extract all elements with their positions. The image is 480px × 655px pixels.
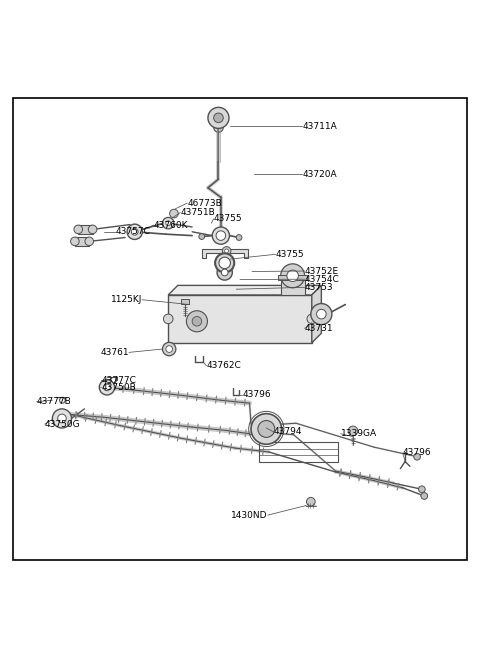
Circle shape [214,113,223,122]
Text: 43750G: 43750G [45,420,80,428]
Text: 43711A: 43711A [302,122,337,131]
Bar [214,118,223,126]
Circle shape [162,343,176,356]
Polygon shape [168,286,322,295]
Text: 43757C: 43757C [116,227,150,236]
Circle shape [52,409,72,428]
Text: 1125KJ: 1125KJ [110,295,142,304]
Polygon shape [168,295,312,343]
Bar [259,442,338,462]
Bar [75,237,89,246]
Text: 43762C: 43762C [206,362,241,370]
Circle shape [311,303,332,325]
Circle shape [88,225,97,234]
Bar [281,276,305,295]
Circle shape [307,314,317,324]
Text: 1339GA: 1339GA [340,429,377,438]
Text: 43752E: 43752E [305,267,339,276]
Circle shape [216,231,226,240]
Circle shape [166,346,172,352]
Bar [180,299,189,304]
Text: 43796: 43796 [242,390,271,399]
Circle shape [317,309,326,319]
Text: 43753: 43753 [305,283,333,291]
Circle shape [163,314,173,324]
Text: 43760K: 43760K [154,221,188,229]
Polygon shape [312,286,322,343]
Circle shape [281,264,305,288]
Text: 43731: 43731 [305,324,333,333]
Bar [278,275,307,280]
Circle shape [99,380,115,395]
Circle shape [251,414,282,444]
Circle shape [414,453,420,460]
Circle shape [169,210,178,218]
Polygon shape [202,250,248,258]
Circle shape [71,237,79,246]
Circle shape [199,234,204,240]
Circle shape [258,421,275,438]
Circle shape [215,253,234,272]
Circle shape [212,227,229,244]
Circle shape [221,269,228,276]
Circle shape [85,237,94,246]
Circle shape [222,247,231,255]
Text: 43796: 43796 [403,449,432,457]
Circle shape [162,217,174,229]
Text: 43720A: 43720A [302,170,337,179]
Text: 46773B: 46773B [187,198,222,208]
Circle shape [217,265,232,280]
Text: 43751B: 43751B [180,208,215,217]
Text: 1430ND: 1430ND [231,511,268,519]
Circle shape [208,107,229,128]
Text: 43794: 43794 [274,427,302,436]
Circle shape [214,122,223,132]
Circle shape [100,381,114,394]
Text: 43755: 43755 [276,250,304,259]
Circle shape [287,270,299,282]
Text: 43750B: 43750B [101,383,136,392]
Circle shape [58,414,66,422]
Circle shape [236,234,242,240]
Circle shape [186,310,207,332]
Text: 43777C: 43777C [101,376,136,384]
Circle shape [132,229,138,235]
Circle shape [192,316,202,326]
Circle shape [104,384,110,390]
Text: 43777B: 43777B [36,397,72,406]
Circle shape [348,426,358,436]
Text: 43755: 43755 [214,214,242,223]
Circle shape [219,257,230,269]
Text: 43761: 43761 [100,348,129,357]
Text: 43754C: 43754C [305,274,339,284]
Circle shape [307,497,315,506]
Circle shape [104,384,110,390]
Circle shape [166,221,170,225]
Circle shape [419,486,425,493]
Bar [78,225,93,234]
Circle shape [421,493,428,499]
Circle shape [127,224,143,240]
Circle shape [74,225,83,234]
Circle shape [225,249,228,253]
